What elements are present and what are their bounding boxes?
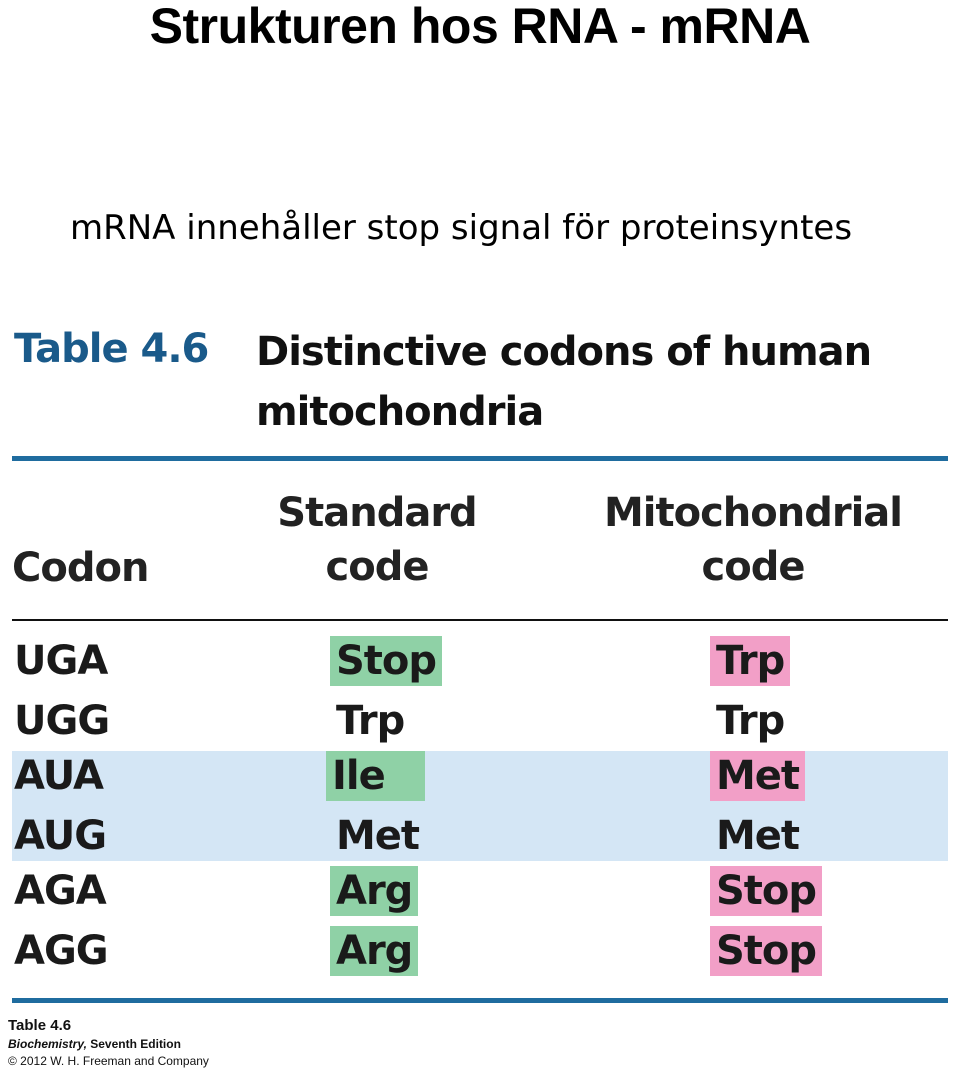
mito-code-cell: Trp xyxy=(716,698,785,744)
table-top-rule xyxy=(12,456,948,461)
mito-code-cell: Trp xyxy=(710,636,791,686)
mito-code-cell: Met xyxy=(710,751,806,801)
codon-cell: AUG xyxy=(14,813,107,859)
credit-table-number: Table 4.6 xyxy=(8,1017,72,1034)
standard-code-cell: Stop xyxy=(330,636,443,686)
header-standard-code: Standard code xyxy=(277,490,477,590)
table-number: Table 4.6 xyxy=(14,326,209,372)
credit-book-title: Biochemistry, xyxy=(8,1037,87,1051)
codon-cell: AGA xyxy=(14,868,107,914)
standard-code-cell: Met xyxy=(336,813,420,859)
mito-code-cell: Met xyxy=(716,813,800,859)
codon-cell: AUA xyxy=(14,753,104,799)
standard-code-cell: Ile xyxy=(326,751,425,801)
header-rule xyxy=(12,619,948,621)
table-bottom-rule xyxy=(12,998,948,1003)
credit-copyright: © 2012 W. H. Freeman and Company xyxy=(8,1054,209,1068)
codon-cell: UGG xyxy=(14,698,110,744)
standard-code-cell: Trp xyxy=(336,698,405,744)
standard-code-cell: Arg xyxy=(330,926,419,976)
credit-book: Biochemistry, Seventh Edition xyxy=(8,1036,181,1052)
shaded-row-band xyxy=(12,751,948,861)
standard-code-cell: Arg xyxy=(330,866,419,916)
slide-subtitle: mRNA innehåller stop signal för proteins… xyxy=(70,208,853,248)
mito-code-cell: Stop xyxy=(710,926,823,976)
credit-edition: Seventh Edition xyxy=(86,1037,181,1051)
table-title: Distinctive codons of human mitochondria xyxy=(256,329,872,435)
mito-code-cell: Stop xyxy=(710,866,823,916)
codon-cell: AGG xyxy=(14,928,109,974)
header-codon: Codon xyxy=(12,545,149,591)
codon-cell: UGA xyxy=(14,638,108,684)
slide-title: Strukturen hos RNA - mRNA xyxy=(149,0,811,54)
header-mitochondrial-code: Mitochondrial code xyxy=(603,490,903,590)
